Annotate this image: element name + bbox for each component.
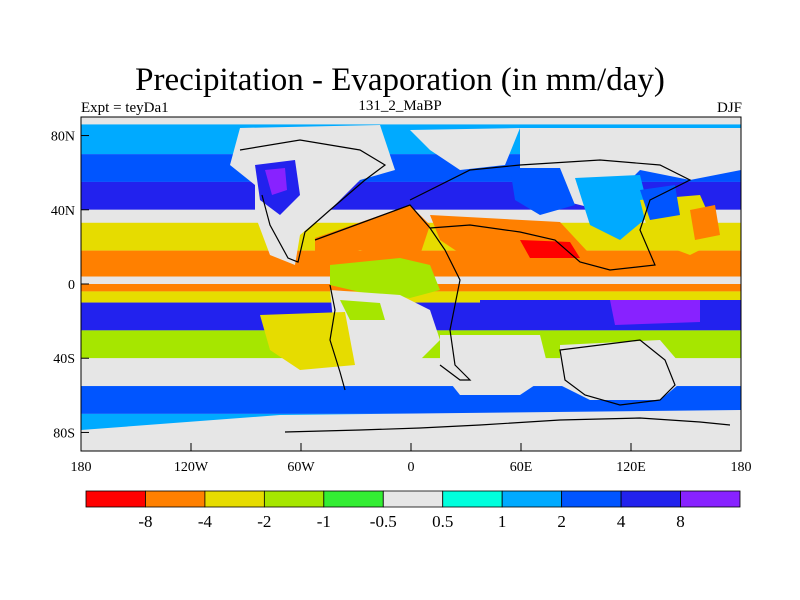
japan-moist: [640, 185, 680, 220]
x-tick-label: 120E: [616, 460, 646, 475]
east-asia-moist: [575, 175, 650, 240]
colorbar-label: 1: [498, 512, 507, 531]
colorbar-label: 2: [557, 512, 566, 531]
coast-australia: [559, 339, 676, 406]
colorbar: -8 -4 -2 -1 -0.5 0.5 1 2 4 8: [85, 490, 741, 531]
colorbar-label: -1: [317, 512, 331, 531]
colorbar-label: 0.5: [432, 512, 453, 531]
warm-pool-core: [610, 300, 700, 325]
warm-pool-band: [480, 300, 741, 330]
s-america-green: [340, 300, 385, 320]
colorbar-swatch: [501, 490, 563, 508]
coast-eurasia: [409, 159, 692, 271]
period-label: 131_2_MaBP: [358, 98, 442, 114]
y-tick-label: 40S: [53, 352, 75, 367]
regional-features: [81, 125, 741, 451]
ne-pacific-dry: [690, 205, 720, 240]
x-tick-label: 120W: [174, 460, 209, 475]
colorbar-swatch: [145, 490, 206, 508]
land-north-america: [230, 125, 395, 265]
colorbar-label: 8: [676, 512, 685, 531]
colorbar-label: -4: [198, 512, 213, 531]
colorbar-swatch: [620, 490, 681, 508]
coast-south-america: [329, 284, 346, 391]
colorbar-label: -2: [257, 512, 271, 531]
colorbar-swatch: [561, 490, 622, 508]
arabia-core: [520, 240, 580, 258]
land-australia: [560, 340, 690, 400]
na-storm-core: [265, 168, 287, 195]
season-label: DJF: [716, 100, 742, 116]
land-asia-north: [520, 128, 741, 210]
colorbar-swatch: [382, 490, 444, 508]
y-axis: 80N 40N 0 40S 80S: [51, 130, 89, 441]
coast-africa: [314, 204, 472, 381]
colorbar-label: -8: [138, 512, 152, 531]
experiment-label: Expt = teyDa1: [81, 100, 169, 116]
coast-antarctica: [284, 417, 731, 433]
arabia-dry: [430, 215, 600, 275]
colorbar-swatch: [263, 490, 325, 508]
y-tick-label: 80N: [51, 130, 75, 145]
x-tick-label: 180: [731, 460, 752, 475]
y-tick-label: 80S: [53, 426, 75, 441]
chart-title: Precipitation - Evaporation (in mm/day): [135, 62, 665, 98]
y-tick-label: 0: [68, 278, 75, 293]
coast-north-america: [239, 139, 387, 263]
sahel-green: [330, 258, 440, 298]
x-axis: 180 120W 60W 0 60E 120E 180: [71, 443, 752, 475]
land-southern-africa: [440, 335, 550, 395]
land-greenland: [410, 128, 520, 170]
colorbar-swatch: [85, 490, 146, 508]
colorbar-swatch: [442, 490, 503, 508]
south-pacific-yellow: [260, 312, 355, 370]
x-tick-label: 60W: [287, 460, 315, 475]
africa-north-dry: [315, 205, 430, 262]
land-antarctica: [81, 410, 741, 451]
colorbar-label: -0.5: [370, 512, 397, 531]
x-tick-label: 180: [71, 460, 92, 475]
x-tick-label: 60E: [510, 460, 533, 475]
colorbar-swatch: [323, 490, 384, 508]
map-field: [81, 117, 741, 451]
y-tick-label: 40N: [51, 204, 75, 219]
colorbar-swatch: [204, 490, 265, 508]
siberia-moist: [510, 168, 575, 215]
coastlines: [239, 139, 731, 433]
x-tick-label: 0: [408, 460, 415, 475]
colorbar-swatch: [680, 490, 741, 508]
colorbar-label: 4: [617, 512, 626, 531]
